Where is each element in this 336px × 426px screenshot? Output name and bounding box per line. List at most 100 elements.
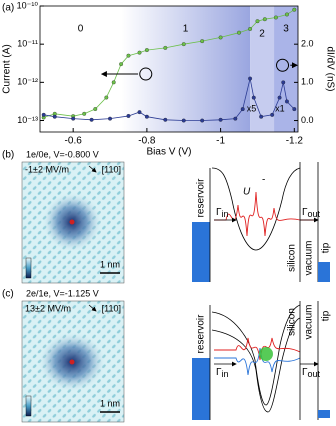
data-point bbox=[262, 17, 267, 22]
data-point bbox=[181, 42, 186, 47]
highlight-circle bbox=[276, 58, 290, 72]
annotation: x1 bbox=[275, 104, 285, 114]
reservoir-fill bbox=[192, 358, 210, 420]
data-point bbox=[163, 117, 168, 122]
gamma-out: Γout bbox=[302, 207, 321, 220]
data-point bbox=[41, 112, 46, 117]
vacuum-label: vacuum bbox=[304, 304, 315, 339]
reservoir-fill bbox=[192, 222, 210, 282]
field-label: -1±2 MV/m bbox=[25, 164, 69, 174]
panel-label: (b) bbox=[2, 150, 14, 161]
gamma-in: Γin bbox=[216, 207, 229, 220]
y-axis-label: Current (A) bbox=[2, 44, 13, 93]
panel-label: (a) bbox=[2, 3, 14, 14]
data-point bbox=[126, 114, 131, 118]
y-tick-label: 10⁻¹² bbox=[17, 77, 38, 87]
scale-label: 1 nm bbox=[100, 259, 120, 269]
region bbox=[274, 6, 298, 132]
potential-curve bbox=[211, 304, 301, 406]
dopant-marker bbox=[69, 219, 75, 225]
data-point bbox=[144, 114, 149, 119]
tip-label: tip bbox=[321, 310, 332, 321]
data-point bbox=[233, 116, 238, 121]
data-point bbox=[248, 76, 253, 81]
panel-label: (c) bbox=[2, 289, 14, 300]
dopant-marker bbox=[69, 359, 75, 365]
y-tick-label: 10⁻¹⁰ bbox=[17, 0, 39, 10]
region bbox=[250, 6, 275, 132]
annotation: x5 bbox=[247, 104, 257, 114]
series-line bbox=[43, 9, 295, 118]
reservoir-label: reservoir bbox=[196, 178, 207, 218]
data-point bbox=[248, 27, 253, 31]
panel-b: (b) 1e/0e, V=-0.800 V -1±2 MV/m [110] 1 … bbox=[2, 149, 332, 284]
wavefunction-1 bbox=[214, 337, 301, 361]
colorbar bbox=[25, 395, 32, 417]
x-tick-label: -1.2 bbox=[286, 136, 304, 147]
region-label: 3 bbox=[283, 23, 289, 34]
region bbox=[40, 6, 122, 132]
data-point bbox=[237, 30, 241, 35]
field-label: 13±2 MV/m bbox=[25, 303, 71, 313]
panel-c: (c) 2e/1e, V=-1.125 V 13±2 MV/m [110] 1 … bbox=[2, 288, 332, 423]
x-tick-label: -0.8 bbox=[138, 136, 156, 147]
data-point bbox=[284, 99, 289, 104]
data-point bbox=[273, 15, 278, 20]
vacuum-label: vacuum bbox=[304, 240, 315, 275]
direction-label: [110] bbox=[102, 164, 121, 174]
panel-title: 2e/1e, V=-1.125 V bbox=[26, 288, 99, 298]
data-point bbox=[181, 118, 186, 123]
data-point bbox=[82, 111, 87, 116]
wavefunction-2 bbox=[214, 347, 301, 376]
data-point bbox=[200, 118, 205, 123]
data-point bbox=[93, 107, 98, 111]
data-point bbox=[137, 110, 142, 115]
data-point bbox=[119, 62, 124, 67]
potential-label: U bbox=[243, 187, 251, 198]
gamma-out: Γout bbox=[302, 367, 321, 380]
gamma-in: Γin bbox=[216, 367, 229, 380]
plot-frame bbox=[39, 5, 299, 133]
data-point bbox=[255, 19, 260, 24]
y2-tick-label: 2.0 bbox=[301, 39, 314, 49]
electron-pair bbox=[259, 347, 273, 361]
charge-label: - bbox=[262, 175, 265, 186]
chart-a: 0 1 2 3 -0.6 -0.8 -1 -1.2 10⁻¹³ 10⁻¹² 10⁻¹¹ 10⁻¹⁰ 0.… bbox=[2, 0, 336, 157]
silicon-label: silicon bbox=[287, 308, 298, 336]
data-point bbox=[251, 95, 256, 100]
data-point bbox=[126, 53, 131, 58]
data-point bbox=[270, 112, 275, 117]
y-tick-label: 10⁻¹³ bbox=[17, 115, 38, 125]
region-label: 2 bbox=[259, 28, 265, 39]
data-point bbox=[52, 114, 57, 119]
data-point bbox=[137, 50, 142, 55]
tip-fill bbox=[318, 410, 330, 418]
series-line bbox=[43, 78, 295, 121]
data-point bbox=[284, 12, 289, 17]
data-point bbox=[218, 35, 223, 40]
direction-arrow bbox=[88, 165, 97, 173]
x-tick-label: -0.6 bbox=[65, 136, 83, 147]
data-point bbox=[144, 48, 149, 53]
silicon-label: silicon bbox=[287, 244, 298, 272]
direction-arrow bbox=[88, 304, 97, 312]
highlight-circle bbox=[139, 67, 153, 81]
y2-tick-label: 1.0 bbox=[301, 77, 314, 87]
reservoir-label: reservoir bbox=[196, 314, 207, 354]
data-point bbox=[163, 45, 168, 50]
tip-label: tip bbox=[321, 242, 332, 253]
potential-curve-2 bbox=[211, 317, 301, 413]
y2-axis-label: dI/dV (nS) bbox=[324, 46, 335, 91]
potential-curve bbox=[211, 167, 301, 251]
data-point bbox=[218, 117, 223, 122]
panel-title: 1e/0e, V=-0.800 V bbox=[26, 149, 99, 159]
region-label: 0 bbox=[78, 23, 84, 34]
data-point bbox=[259, 114, 264, 119]
data-point bbox=[104, 95, 109, 100]
direction-label: [110] bbox=[102, 303, 121, 313]
y2-tick-label: 0.0 bbox=[301, 115, 314, 125]
data-point bbox=[89, 117, 94, 122]
data-point bbox=[292, 107, 297, 112]
y-tick-label: 10⁻¹¹ bbox=[17, 39, 38, 49]
x-axis-label: Bias V (V) bbox=[146, 147, 191, 158]
